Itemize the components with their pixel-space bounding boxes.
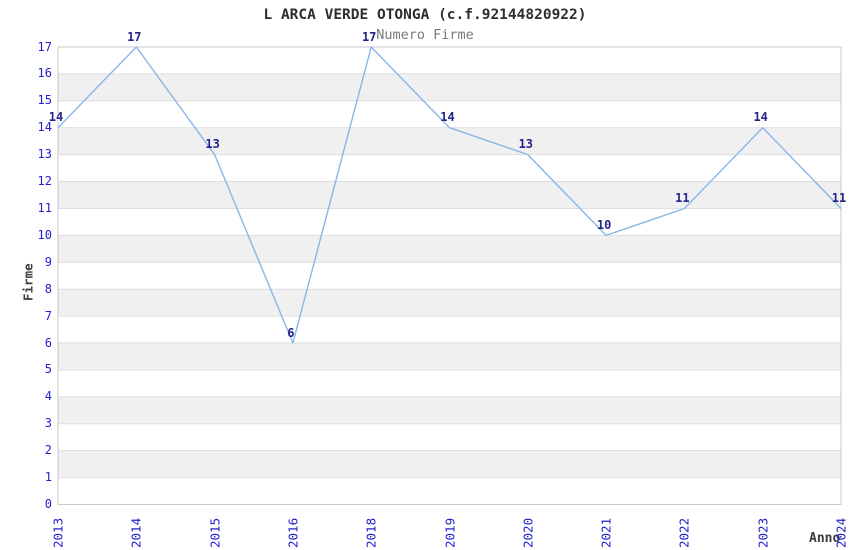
y-tick-label: 15 [37,93,52,108]
y-tick-label: 17 [37,39,52,54]
y-tick-label: 10 [37,227,52,242]
y-tick-label: 0 [44,497,52,511]
data-point-label: 6 [287,325,295,340]
data-point-label: 17 [361,29,377,44]
data-point-label: 13 [518,137,534,152]
series-line [57,46,842,344]
x-tick-label: 2023 [755,517,771,548]
y-tick-label: 4 [44,389,52,404]
plot-band [58,289,841,317]
x-tick-label: 2019 [442,517,457,548]
chart-title: L ARCA VERDE OTONGA (c.f.92144820922) [263,7,587,23]
plot-band [58,450,841,478]
data-point-label: 14 [48,110,64,125]
plot-border [57,46,842,505]
plot-band [58,73,841,101]
x-tick-label: 2013 [50,517,66,548]
y-tick-label: 9 [44,254,52,269]
data-point-label: 10 [596,217,612,232]
x-tick-label: 2014 [128,517,144,548]
plot-band [58,343,841,370]
y-tick-label: 14 [37,120,52,135]
y-tick-label: 16 [37,66,52,81]
y-tick-label: 12 [37,174,52,189]
data-point-label: 11 [675,190,690,205]
x-tick-label: 2018 [363,517,379,548]
x-tick-label: 2020 [520,517,536,548]
y-tick-label: 6 [44,335,52,350]
y-tick-label: 2 [44,443,52,458]
y-tick-label: 3 [44,416,52,431]
x-tick-label: 2024 [833,517,849,548]
data-point-label: 14 [440,110,455,125]
x-tick-label: 2016 [285,517,301,548]
y-tick-label: 11 [37,200,52,215]
data-point-label: 17 [127,29,142,44]
y-tick-label: 7 [44,308,52,323]
data-point-label: 11 [831,190,847,205]
x-tick-label: 2022 [676,517,692,548]
data-point-label: 13 [205,137,220,152]
plot-band [58,235,841,263]
x-axis-title: Anno [809,531,841,546]
y-tick-label: 13 [37,147,52,162]
y-tick-label: 8 [44,281,52,296]
x-tick-label: 2015 [207,517,223,548]
y-tick-label: 5 [44,362,52,377]
plot-band [58,396,841,424]
data-point-label: 14 [753,110,768,125]
plot-band [58,127,841,155]
x-tick-label: 2021 [598,517,614,548]
plot-band [58,181,841,209]
chart-subtitle: Numero Firme [376,27,474,43]
y-tick-label: 1 [44,470,52,485]
